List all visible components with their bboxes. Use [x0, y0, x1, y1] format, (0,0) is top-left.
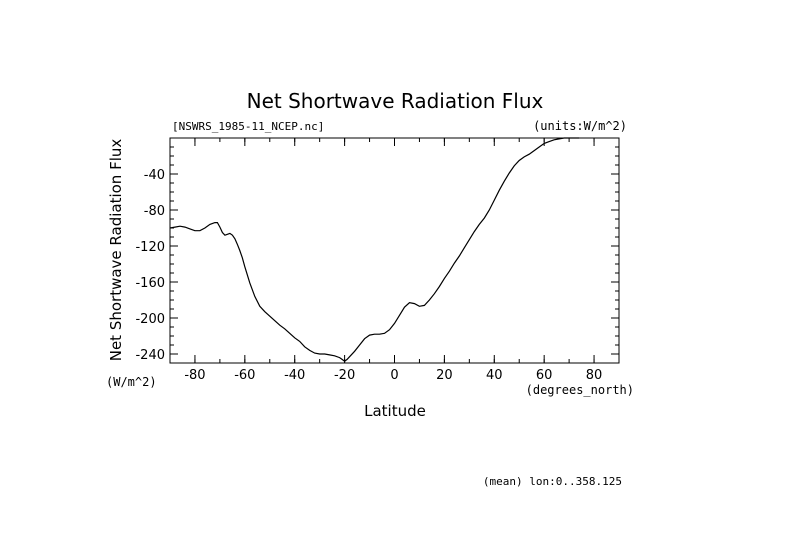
y-tick-label: -80 [144, 204, 165, 219]
x-tick-label: -40 [284, 368, 305, 383]
y-tick-label: -240 [135, 348, 165, 363]
series-line [169, 137, 580, 362]
y-axis-tick-labels: -40 -80 -120 -160 -200 -240 [135, 168, 165, 363]
x-tick-label: -20 [334, 368, 355, 383]
footnote: (mean) lon:0..358.125 [483, 475, 622, 488]
chart-title: Net Shortwave Radiation Flux [247, 89, 544, 113]
x-tick-label: 20 [436, 368, 453, 383]
y-axis-units: (W/m^2) [106, 375, 157, 389]
y-tick-label: -200 [135, 312, 165, 327]
units-label: (units:W/m^2) [533, 119, 627, 133]
x-tick-label: 60 [536, 368, 553, 383]
x-tick-label: 80 [586, 368, 603, 383]
y-tick-label: -40 [144, 168, 165, 183]
x-axis-tick-labels: -80 -60 -40 -20 0 20 40 60 80 [184, 368, 602, 383]
x-tick-label: 0 [390, 368, 398, 383]
y-axis-ticks [170, 137, 619, 364]
file-label: [NSWRS_1985-11_NCEP.nc] [172, 120, 324, 133]
x-tick-label: -60 [234, 368, 255, 383]
plot-frame [169, 137, 620, 364]
y-tick-label: -160 [135, 276, 165, 291]
x-tick-label: 40 [486, 368, 503, 383]
x-axis-ticks [169, 138, 620, 363]
x-axis-units: (degrees_north) [526, 383, 634, 397]
y-tick-label: -120 [135, 240, 165, 255]
x-axis-label: Latitude [364, 402, 426, 420]
y-axis-label: Net Shortwave Radiation Flux [107, 139, 125, 362]
x-tick-label: -80 [184, 368, 205, 383]
